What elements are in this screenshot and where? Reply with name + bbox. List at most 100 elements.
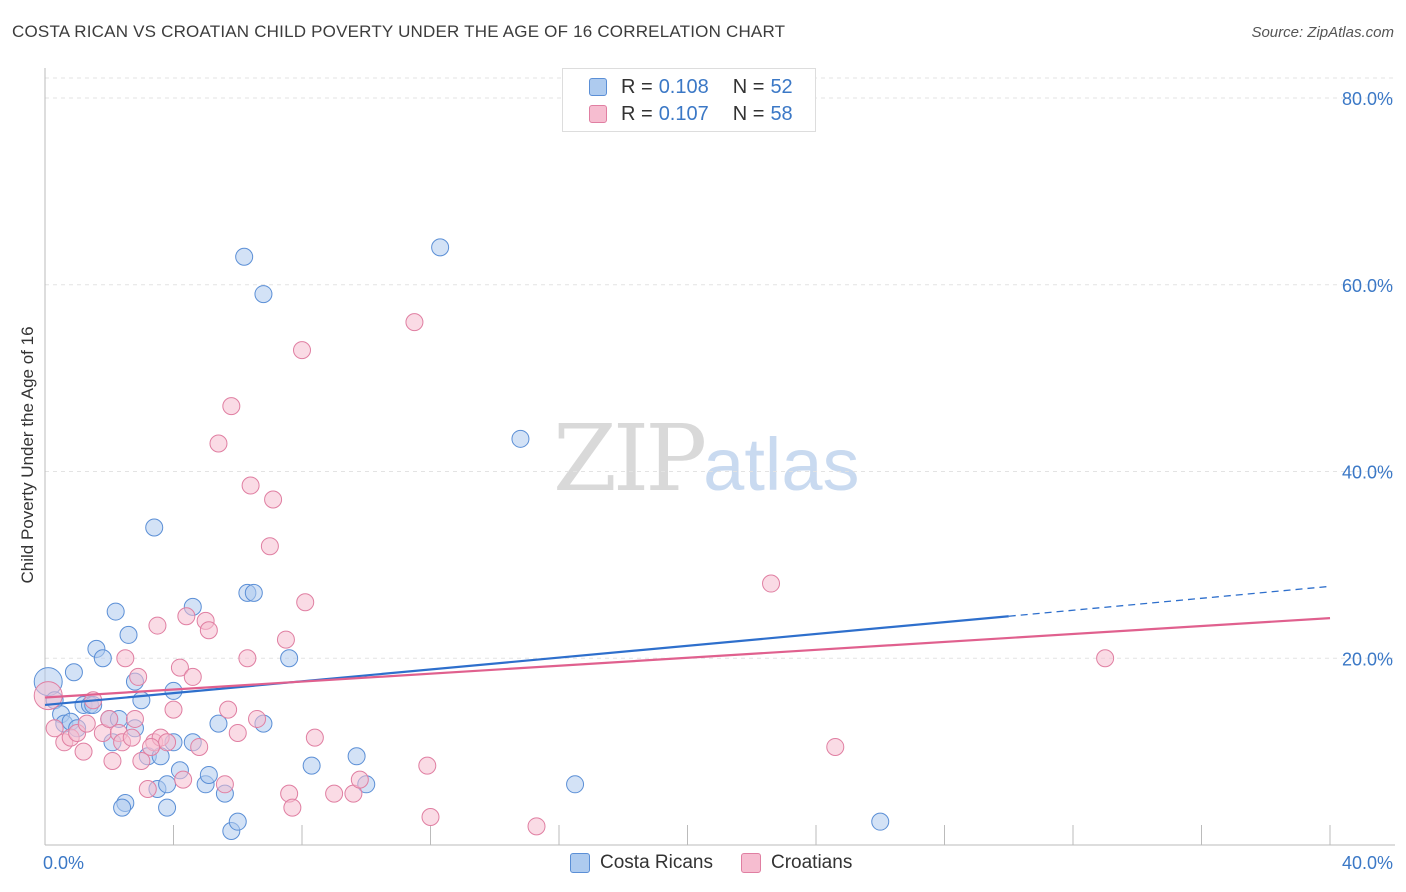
croatians-point	[142, 737, 161, 756]
croatians-point	[215, 775, 234, 794]
croatians-point	[100, 709, 119, 728]
costa-ricans-point	[235, 247, 254, 266]
legend-stats: R = 0.108 N = 52 R = 0.107 N = 58	[562, 68, 816, 132]
croatians-point	[199, 621, 218, 640]
legend-item-croatians: Croatians	[741, 852, 852, 874]
costa-ricans-point	[280, 649, 299, 668]
croatians-point	[421, 807, 440, 826]
croatians-point	[209, 434, 228, 453]
croatians-point	[325, 784, 344, 803]
croatians-point	[293, 341, 311, 360]
watermark-zip: ZIP	[553, 405, 707, 512]
costa-ricans-trend-line	[44, 615, 1009, 707]
y-axis-label: Child Poverty Under the Age of 16	[18, 326, 37, 584]
croatians-point	[228, 723, 247, 742]
croatians-point	[1096, 649, 1115, 668]
croatians-point	[405, 313, 424, 332]
costa-ricans-point	[158, 775, 177, 794]
croatians-point	[170, 658, 189, 677]
costa-ricans-point	[302, 756, 321, 775]
croatians-point	[762, 574, 781, 593]
croatians-point	[116, 649, 135, 668]
croatians-point	[222, 397, 241, 416]
croatians-point	[219, 700, 238, 719]
legend-label: Costa Ricans	[600, 852, 713, 873]
croatians-point	[138, 779, 157, 798]
costa-ricans-point	[511, 429, 530, 448]
watermark-atlas: atlas	[703, 423, 860, 506]
costa-ricans-point	[228, 812, 247, 831]
croatians-point	[77, 714, 96, 733]
costa-ricans-point	[244, 583, 263, 602]
costa-ricans-point	[431, 238, 450, 257]
croatians-point	[276, 630, 295, 649]
legend-row-croatians: R = 0.107 N = 58	[589, 102, 793, 126]
croatians-point	[103, 751, 122, 770]
legend-n-label: N =	[732, 102, 765, 125]
legend-n-value: 58	[770, 102, 793, 125]
costa-ricans-point	[106, 602, 125, 621]
legend-r-value: 0.107	[658, 102, 709, 125]
legend-swatch-blue	[589, 78, 607, 96]
croatians-point	[260, 537, 279, 556]
croatians-point	[174, 770, 193, 789]
costa-ricans-point	[113, 798, 132, 817]
x-tick-label-max: 40.0%	[1342, 853, 1393, 873]
legend-swatch-pink	[741, 853, 761, 873]
legend-swatch-blue	[570, 853, 590, 873]
costa-ricans-point	[145, 518, 164, 537]
watermark: ZIPatlas	[553, 405, 859, 512]
croatians-point	[129, 667, 148, 686]
legend-r-value: 0.108	[658, 75, 709, 98]
croatians-point	[45, 719, 64, 738]
croatians-trend-line	[44, 617, 1331, 699]
legend-n-value: 52	[770, 75, 793, 98]
croatians-point	[418, 756, 437, 775]
legend-r-label: R =	[621, 75, 653, 98]
croatians-point	[238, 649, 257, 668]
legend-swatch-pink	[589, 105, 607, 123]
croatians-point	[164, 700, 183, 719]
y-tick-label: 60.0%	[1342, 276, 1393, 296]
legend-label: Croatians	[771, 852, 853, 873]
legend-r-label: R =	[621, 102, 653, 125]
chart-title: COSTA RICAN VS CROATIAN CHILD POVERTY UN…	[12, 22, 786, 41]
legend-n-label: N =	[732, 75, 765, 98]
croatians-point	[177, 607, 196, 626]
source-label: Source: ZipAtlas.com	[1251, 24, 1394, 41]
costa-ricans-point	[199, 765, 218, 784]
y-tick-label: 20.0%	[1342, 649, 1393, 669]
costa-ricans-point	[93, 649, 112, 668]
croatians-point	[264, 490, 283, 509]
costa-ricans-point	[254, 285, 273, 304]
costa-ricans-point	[119, 625, 138, 644]
croatians-point	[158, 733, 177, 752]
croatians-point	[826, 737, 845, 756]
y-tick-label: 40.0%	[1342, 463, 1393, 483]
croatians-point	[350, 770, 369, 789]
croatians-point	[248, 709, 267, 728]
legend-item-costa-ricans: Costa Ricans	[570, 852, 713, 874]
costa-ricans-point	[566, 775, 585, 794]
croatians-point	[132, 751, 151, 770]
croatians-point	[296, 593, 315, 612]
costa-ricans-point	[209, 714, 228, 733]
legend-row-costa-ricans: R = 0.108 N = 52	[589, 75, 793, 99]
croatians-point	[74, 742, 93, 761]
croatians-point	[183, 667, 202, 686]
costa-ricans-point	[132, 691, 151, 710]
x-tick-label-min: 0.0%	[43, 853, 84, 873]
croatians-point	[190, 737, 209, 756]
croatians-point	[148, 616, 167, 635]
croatians-point	[527, 817, 546, 836]
legend-series: Costa Ricans Croatians	[570, 852, 880, 874]
y-tick-label: 80.0%	[1342, 89, 1393, 109]
costa-ricans-trend-extension	[1008, 585, 1331, 617]
croatians-point	[125, 709, 144, 728]
croatians-point	[122, 728, 141, 747]
croatians-point	[305, 728, 324, 747]
costa-ricans-point	[158, 798, 177, 817]
costa-ricans-point	[871, 812, 890, 831]
croatians-point	[283, 798, 302, 817]
